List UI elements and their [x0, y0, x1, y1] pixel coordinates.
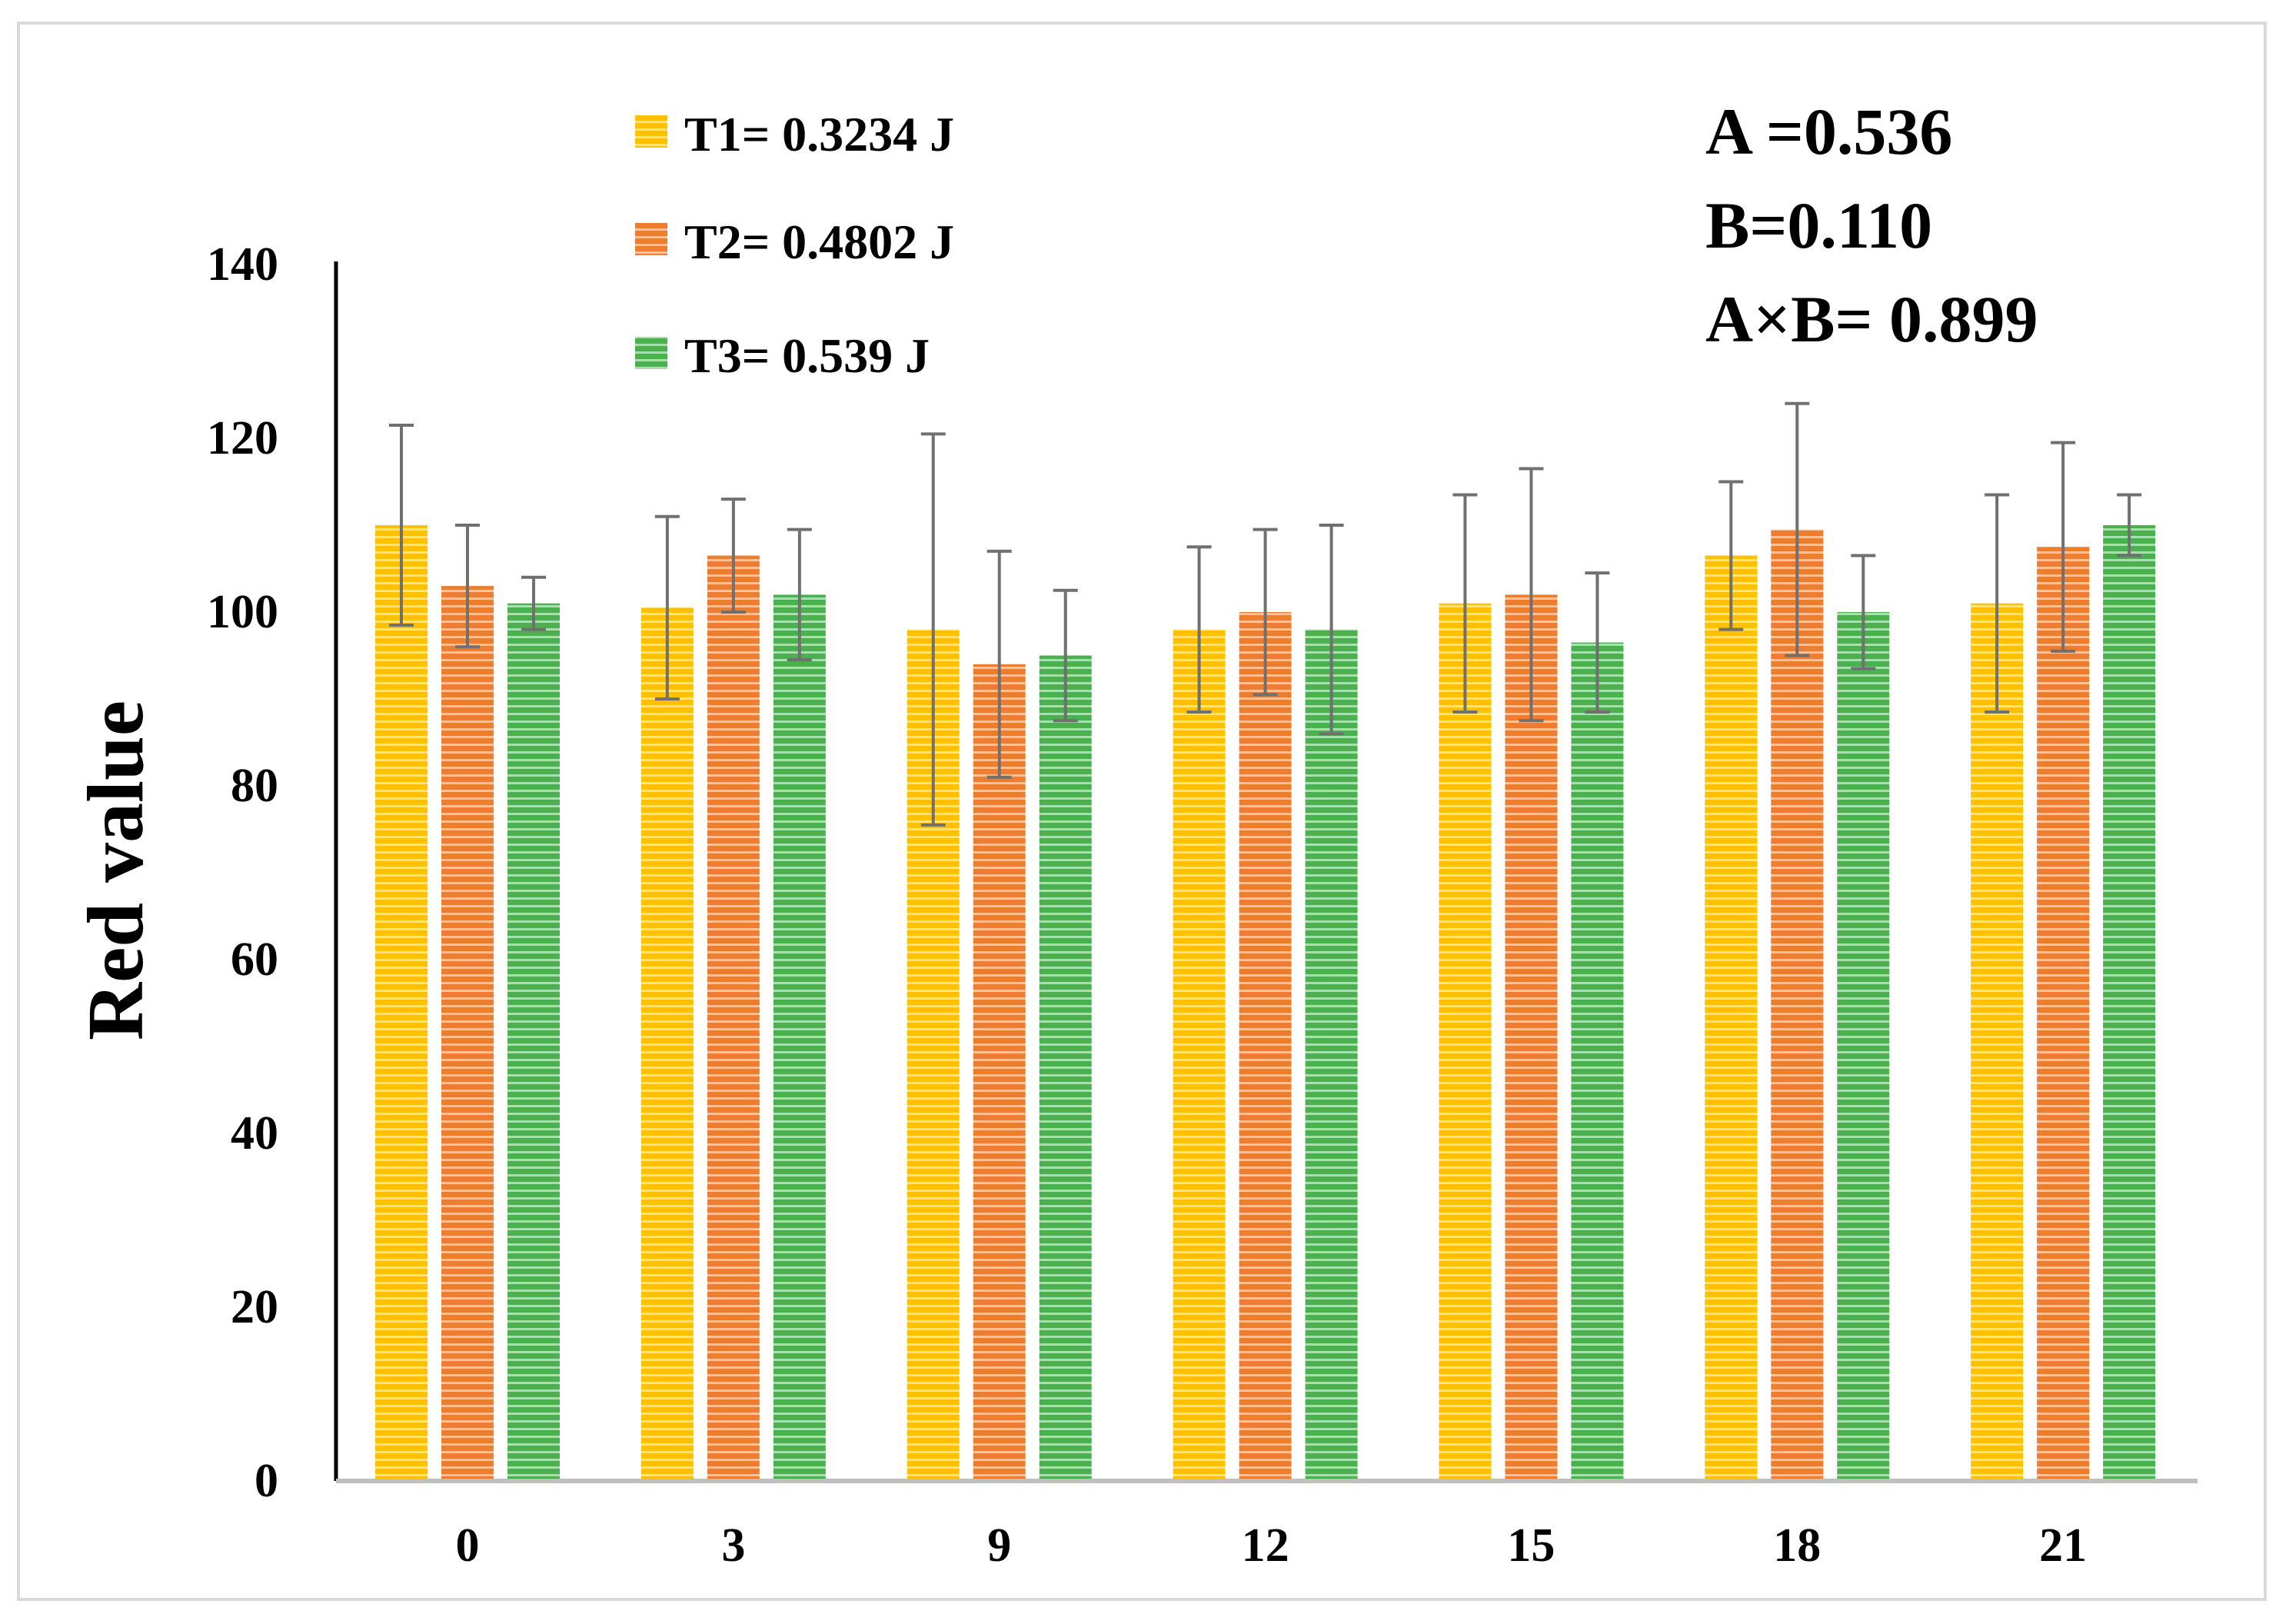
y-tick-label: 120	[207, 412, 278, 464]
x-tick-label: 9	[987, 1519, 1011, 1572]
bar-t3-21	[2103, 525, 2156, 1481]
legend-swatch-3	[635, 337, 667, 369]
x-tick-label: 18	[1773, 1519, 1821, 1572]
bar-t1-0	[375, 525, 428, 1481]
error-bar	[1519, 467, 1544, 723]
bar-t2-3	[707, 555, 760, 1481]
bar-t1-3	[640, 607, 694, 1481]
annotation-b: B=0.110	[1705, 188, 1932, 262]
x-tick-label: 15	[1507, 1519, 1555, 1572]
error-bar	[1718, 480, 1744, 631]
bars-layer	[375, 525, 2156, 1482]
y-tick-label: 20	[231, 1281, 278, 1333]
error-bar	[1985, 493, 2010, 714]
bar-t3-12	[1305, 629, 1358, 1481]
bar-t2-18	[1771, 529, 1824, 1481]
y-tick-label: 0	[255, 1455, 278, 1507]
bar-t2-15	[1505, 594, 1558, 1481]
bar-t1-15	[1439, 603, 1492, 1482]
legend-swatch-2	[635, 223, 667, 255]
annotation-a: A =0.536	[1705, 95, 1952, 168]
bar-t3-15	[1571, 642, 1624, 1481]
error-bar	[1851, 554, 1876, 671]
y-axis-title: Red value	[72, 701, 160, 1040]
error-bar	[2117, 493, 2142, 557]
bar-t1-21	[1971, 603, 2024, 1482]
legend-label-3: T3= 0.539 J	[684, 328, 930, 383]
y-tick-labels: 0 20 40 60 80 100 120 140	[207, 238, 278, 1507]
bar-t2-21	[2037, 547, 2090, 1481]
error-bar	[1585, 571, 1610, 714]
y-tick-label: 140	[207, 238, 278, 291]
legend-label-2: T2= 0.4802 J	[684, 215, 954, 269]
error-bar	[1253, 527, 1278, 697]
error-bar	[1785, 401, 1810, 657]
annotation-axb: A×B= 0.899	[1705, 282, 2038, 356]
error-bar	[521, 575, 546, 631]
x-tick-label: 21	[2039, 1519, 2087, 1572]
bar-t3-0	[507, 603, 560, 1482]
bar-t2-9	[973, 664, 1026, 1481]
bar-t2-12	[1239, 612, 1292, 1481]
error-bar	[455, 524, 480, 649]
error-bar	[1186, 545, 1212, 714]
error-bar	[920, 432, 946, 827]
error-bars-layer	[389, 401, 2142, 827]
legend: T1= 0.3234 J T2= 0.4802 J T3= 0.539 J	[635, 107, 954, 383]
x-tick-labels: 0 3 9 12 15 18 21	[456, 1519, 2088, 1572]
error-bar	[389, 424, 414, 627]
x-tick-label: 3	[721, 1519, 745, 1572]
axes-layer	[334, 261, 2198, 1483]
error-bar	[986, 549, 1012, 779]
bar-t2-0	[441, 586, 494, 1481]
error-bar	[1319, 524, 1344, 736]
bar-t3-3	[773, 594, 826, 1481]
legend-label-1: T1= 0.3234 J	[684, 107, 954, 161]
error-bar	[1452, 493, 1478, 714]
error-bar	[1053, 588, 1078, 723]
bar-t1-18	[1705, 555, 1758, 1481]
y-tick-label: 80	[231, 760, 278, 812]
x-tick-label: 12	[1242, 1519, 1289, 1572]
error-bar	[720, 498, 746, 614]
bar-t3-9	[1039, 655, 1092, 1481]
y-tick-label: 100	[207, 586, 278, 638]
bar-t3-18	[1837, 612, 1890, 1481]
y-tick-label: 40	[231, 1107, 278, 1160]
error-bar	[787, 527, 812, 662]
error-bar	[2051, 441, 2076, 653]
legend-swatch-1	[635, 115, 667, 148]
bar-t1-12	[1173, 629, 1226, 1481]
y-tick-label: 60	[231, 933, 278, 986]
x-tick-label: 0	[456, 1519, 480, 1572]
error-bar	[654, 514, 680, 701]
annotations: A =0.536 B=0.110 A×B= 0.899	[1705, 95, 2038, 356]
